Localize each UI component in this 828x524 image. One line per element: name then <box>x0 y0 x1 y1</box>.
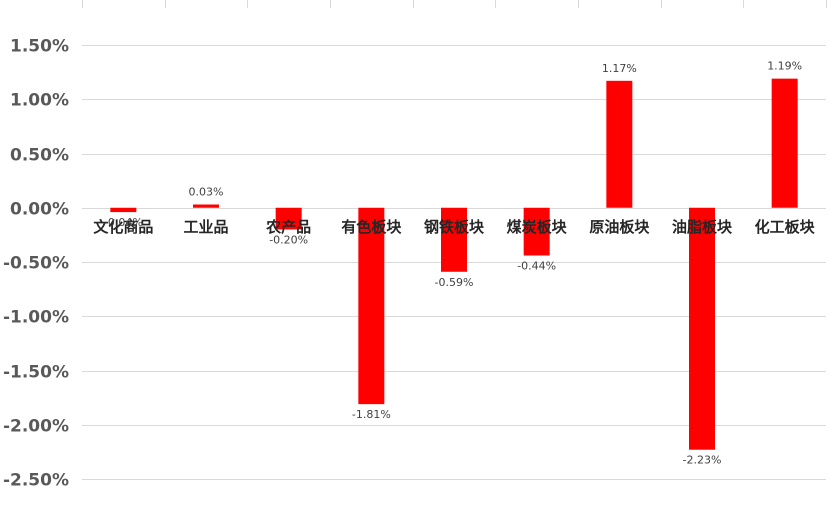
category-label: 煤炭板块 <box>507 218 568 236</box>
data-label: -0.20% <box>269 233 308 246</box>
category-label: 化工板块 <box>755 218 816 236</box>
y-tick-label: -1.00% <box>3 308 69 328</box>
data-label: -0.04% <box>104 216 143 229</box>
y-axis-tick-labels: 1.50% 1.00% 0.50% 0.00% -0.50% -1.00% -1.50% -2… <box>3 37 69 491</box>
category-label: 油脂板块 <box>672 218 733 236</box>
bar <box>771 78 798 208</box>
data-label: 0.03% <box>189 185 224 198</box>
bar <box>606 80 633 208</box>
data-label: 1.19% <box>767 60 802 73</box>
bar <box>275 207 302 230</box>
category-label: 钢铁板块 <box>424 218 485 236</box>
y-tick-label: 1.00% <box>10 91 69 111</box>
bar <box>193 204 219 208</box>
y-tick-label: -1.50% <box>3 363 69 383</box>
y-tick-label: 0.00% <box>10 200 69 220</box>
data-label: -0.44% <box>517 259 556 272</box>
data-labels: -0.04% 0.03% -0.20% -1.81% -0.59% -0.44% 1.17%… <box>104 60 802 467</box>
category-label: 原油板块 <box>589 218 650 236</box>
category-label: 文化商品 <box>93 218 153 236</box>
bar <box>441 207 467 272</box>
y-tick-label: -2.00% <box>3 417 69 437</box>
y-tick-label: -2.50% <box>3 471 69 491</box>
y-tick-label: -0.50% <box>3 254 69 274</box>
category-label: 工业品 <box>183 218 228 236</box>
bars <box>110 78 798 450</box>
bar <box>110 207 137 213</box>
category-label: 有色板块 <box>341 218 402 236</box>
category-labels: 文化商品 工业品 农产品 有色板块 钢铁板块 煤炭板块 原油板块 油脂板块 化工板块 <box>93 218 815 236</box>
data-label: -2.23% <box>683 454 722 467</box>
data-label: -0.59% <box>435 276 474 289</box>
category-label: 农产品 <box>265 218 311 236</box>
data-label: -1.81% <box>352 408 391 421</box>
bar <box>358 207 385 405</box>
y-tick-label: 1.50% <box>10 37 69 57</box>
bar <box>689 207 715 450</box>
data-label: 1.17% <box>602 62 637 75</box>
y-tick-label: 0.50% <box>10 146 69 166</box>
bar <box>523 207 550 256</box>
